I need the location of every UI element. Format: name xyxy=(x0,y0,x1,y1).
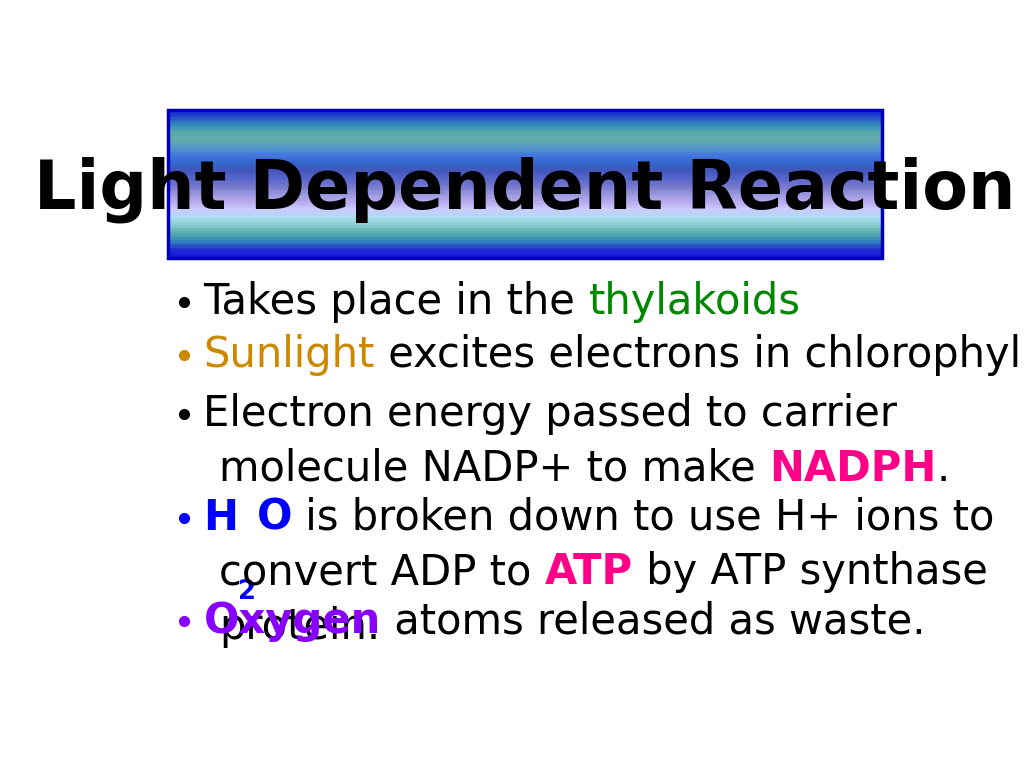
Bar xyxy=(168,161,882,164)
Text: convert ADP to: convert ADP to xyxy=(219,551,545,594)
Bar xyxy=(168,174,882,177)
Bar xyxy=(168,243,882,246)
Text: Oxygen: Oxygen xyxy=(204,601,381,642)
Bar xyxy=(168,132,882,134)
Text: ATP: ATP xyxy=(545,551,633,594)
Bar xyxy=(168,134,882,137)
Bar xyxy=(168,177,882,179)
Bar xyxy=(168,154,882,157)
Bar xyxy=(168,226,882,228)
Bar xyxy=(168,124,882,127)
Bar xyxy=(168,230,882,233)
Bar xyxy=(168,255,882,258)
Bar xyxy=(168,140,882,142)
Bar xyxy=(168,110,882,112)
Text: Sunlight: Sunlight xyxy=(204,334,375,376)
Bar xyxy=(168,250,882,253)
Text: Electron energy passed to carrier: Electron energy passed to carrier xyxy=(204,393,897,435)
Bar xyxy=(168,196,882,199)
Bar xyxy=(168,233,882,236)
Bar xyxy=(168,137,882,140)
Bar xyxy=(168,187,882,189)
Bar xyxy=(168,130,882,132)
Bar xyxy=(168,149,882,152)
Text: NADPH: NADPH xyxy=(769,448,937,490)
Text: Light Dependent Reaction: Light Dependent Reaction xyxy=(34,157,1016,223)
Bar xyxy=(168,110,882,258)
Bar xyxy=(168,152,882,154)
Bar xyxy=(168,189,882,191)
Bar xyxy=(168,218,882,220)
Bar xyxy=(168,204,882,206)
Bar xyxy=(168,115,882,118)
Bar xyxy=(168,248,882,250)
Bar xyxy=(168,206,882,208)
Text: H: H xyxy=(204,497,239,539)
Bar xyxy=(168,238,882,240)
Bar xyxy=(168,169,882,171)
Bar xyxy=(168,194,882,196)
Bar xyxy=(168,171,882,174)
Bar xyxy=(168,118,882,120)
Bar xyxy=(168,184,882,187)
Bar xyxy=(168,144,882,147)
Bar xyxy=(168,214,882,216)
Text: atoms released as waste.: atoms released as waste. xyxy=(381,601,925,642)
Bar xyxy=(168,147,882,149)
Bar xyxy=(168,253,882,255)
Bar xyxy=(168,127,882,130)
Bar xyxy=(168,181,882,184)
Text: molecule NADP+ to make: molecule NADP+ to make xyxy=(219,448,769,490)
Bar xyxy=(168,199,882,201)
Bar xyxy=(168,236,882,238)
Text: excites electrons in chlorophyll: excites electrons in chlorophyll xyxy=(375,334,1024,376)
Bar xyxy=(168,179,882,181)
Bar xyxy=(168,164,882,167)
Bar xyxy=(168,157,882,159)
Bar xyxy=(168,220,882,223)
Bar xyxy=(168,228,882,230)
Bar xyxy=(168,223,882,226)
Bar xyxy=(168,246,882,248)
Text: 2: 2 xyxy=(239,579,256,605)
Text: protein.: protein. xyxy=(219,606,380,647)
Bar xyxy=(168,112,882,115)
Bar xyxy=(168,167,882,169)
Text: is broken down to use H+ ions to: is broken down to use H+ ions to xyxy=(292,497,994,539)
Bar xyxy=(168,142,882,144)
Text: O: O xyxy=(256,497,292,539)
Bar xyxy=(168,240,882,243)
Bar xyxy=(168,120,882,122)
Bar xyxy=(168,122,882,124)
Bar xyxy=(168,159,882,161)
Text: Takes place in the: Takes place in the xyxy=(204,281,589,323)
Text: thylakoids: thylakoids xyxy=(589,281,801,323)
Text: .: . xyxy=(937,448,950,490)
Text: by ATP synthase: by ATP synthase xyxy=(633,551,988,594)
Bar xyxy=(168,191,882,194)
Bar xyxy=(168,208,882,211)
Bar xyxy=(168,211,882,214)
Bar xyxy=(168,201,882,204)
Bar xyxy=(168,216,882,218)
